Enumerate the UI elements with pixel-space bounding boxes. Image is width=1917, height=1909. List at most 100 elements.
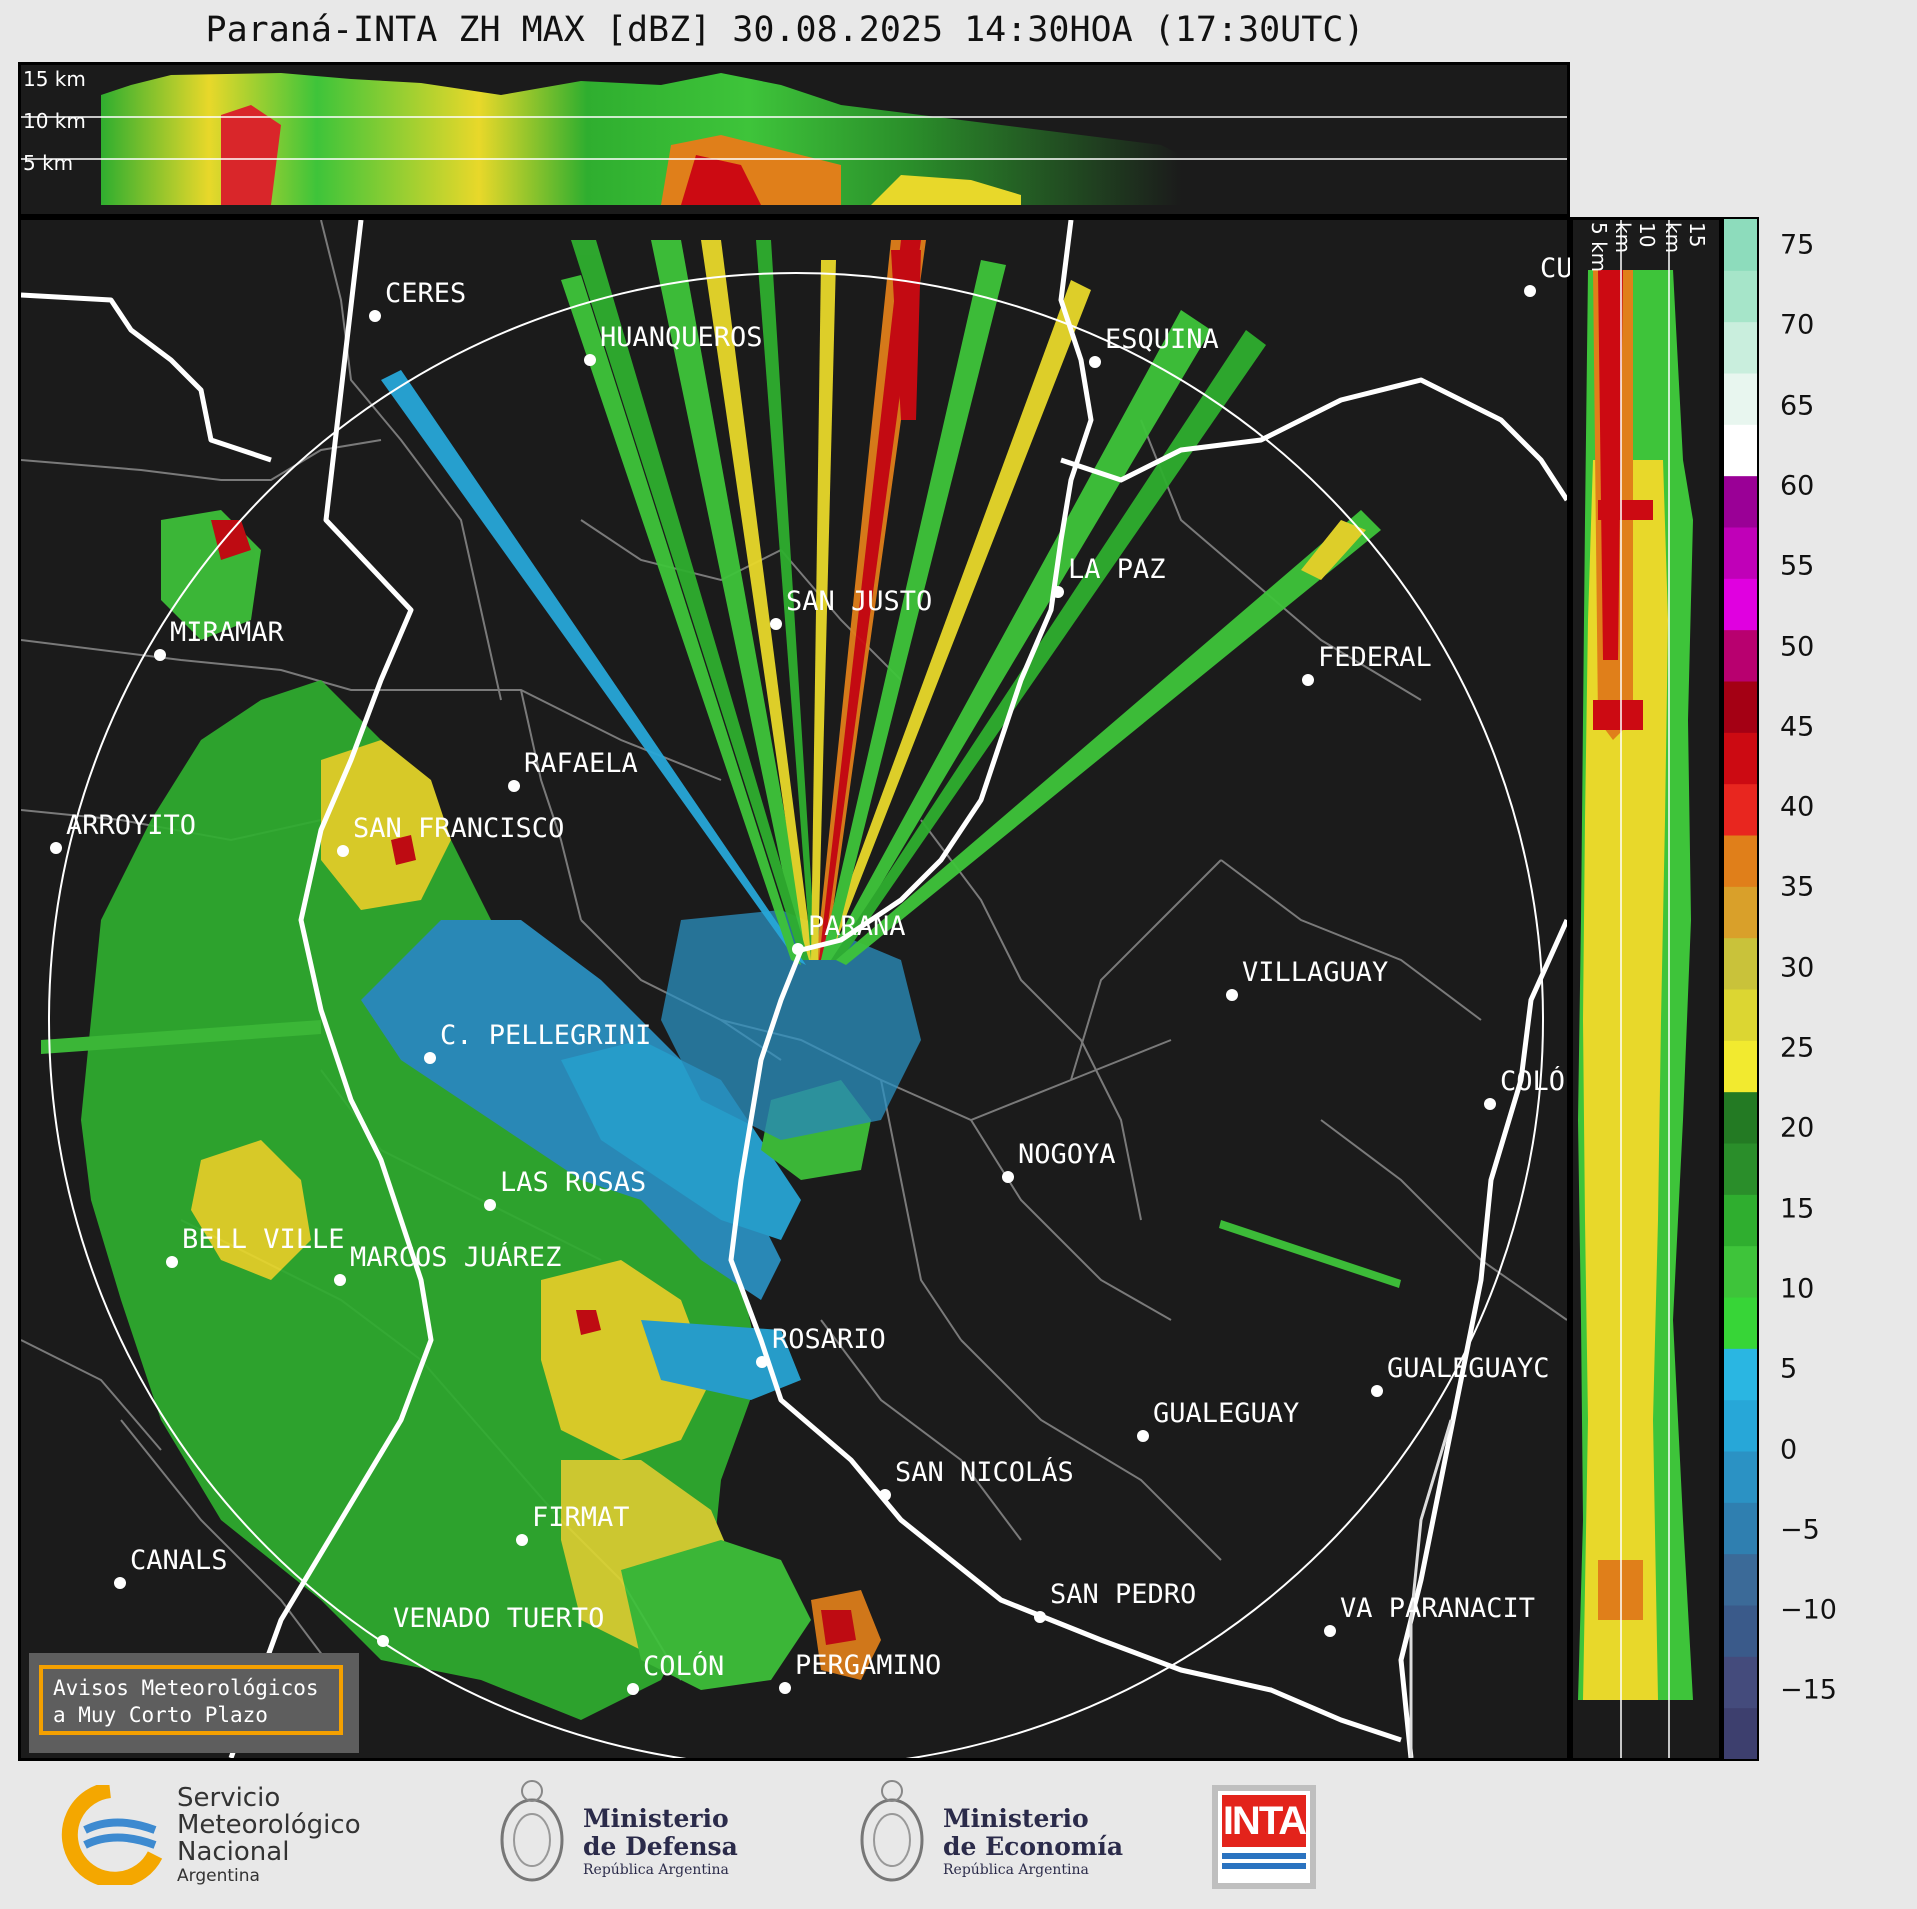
defensa-seal-icon — [500, 1780, 564, 1882]
side-height-label-15km: 15 km — [1661, 222, 1709, 254]
city-label: SAN PEDRO — [1050, 1579, 1197, 1610]
city-marker — [779, 1682, 791, 1694]
city-marker — [1484, 1098, 1496, 1110]
colorbar-segment — [1724, 1143, 1757, 1195]
height-label-10km: 10 km — [23, 109, 86, 133]
defensa-line1: Ministerio — [583, 1804, 729, 1833]
city-label: PARANA — [808, 911, 906, 942]
city-label: HUANQUEROS — [600, 322, 763, 353]
colorbar-segment — [1724, 937, 1757, 990]
economia-logo: Ministerio de Economía República Argenti… — [855, 1775, 1135, 1895]
city-label: SAN FRANCISCO — [353, 813, 565, 844]
city-label: VA PARANACIT — [1340, 1593, 1536, 1624]
smn-line4: Argentina — [177, 1866, 260, 1886]
radar-map-graphic — [21, 220, 1567, 1758]
colorbar — [1722, 217, 1759, 1761]
economia-line1: Ministerio — [943, 1804, 1089, 1833]
colorbar-segment — [1724, 1091, 1757, 1144]
city-marker — [1034, 1611, 1046, 1623]
city-label: C. PELLEGRINI — [440, 1020, 652, 1051]
city-label: COLÓ — [1500, 1066, 1566, 1097]
city-marker — [1324, 1625, 1336, 1637]
city-marker — [1371, 1385, 1383, 1397]
colorbar-tick-label: 40 — [1780, 791, 1815, 823]
smn-logo-icon — [61, 1785, 163, 1885]
smn-logo: Servicio Meteorológico Nacional Argentin… — [55, 1783, 395, 1886]
city-marker — [50, 842, 62, 854]
colorbar-tick-label: 25 — [1780, 1032, 1815, 1064]
colorbar-tick-label: −5 — [1780, 1514, 1820, 1546]
city-label: GUALEGUAY — [1153, 1398, 1300, 1429]
colorbar-segment — [1724, 629, 1757, 682]
city-label: MARCOS JUÁREZ — [350, 1242, 562, 1273]
defensa-line2: de Defensa — [583, 1832, 738, 1861]
colorbar-tick-label: 5 — [1780, 1353, 1798, 1385]
colorbar-tick-label: 45 — [1780, 711, 1815, 743]
city-label: FEDERAL — [1318, 642, 1432, 673]
colorbar-graphic — [1724, 219, 1757, 1759]
city-label: CERES — [385, 278, 467, 309]
top-height-profile: 15 km 10 km 5 km — [18, 62, 1570, 217]
colorbar-segment — [1724, 1040, 1757, 1093]
colorbar-segment — [1724, 1348, 1757, 1401]
colorbar-tick-label: 70 — [1780, 309, 1815, 341]
smn-line1: Servicio — [177, 1783, 281, 1813]
colorbar-tick-label: 35 — [1780, 871, 1815, 903]
city-marker — [114, 1577, 126, 1589]
city-label: ARROYITO — [66, 810, 197, 841]
city-label: SAN JUSTO — [786, 586, 933, 617]
city-marker — [1137, 1430, 1149, 1442]
city-marker — [1002, 1171, 1014, 1183]
economia-line3: República Argentina — [943, 1862, 1089, 1878]
colorbar-segment — [1724, 732, 1757, 785]
colorbar-segment — [1724, 1553, 1757, 1606]
radar-map: Avisos Meteorológicos a Muy Corto Plazo — [18, 217, 1570, 1761]
colorbar-segment — [1724, 475, 1757, 528]
top-profile-graphic — [21, 73, 1567, 205]
city-marker — [1052, 586, 1064, 598]
city-label: GUALEGUAYC — [1387, 1353, 1550, 1384]
aviso-line1: Avisos Meteorológicos — [53, 1676, 319, 1700]
city-marker — [508, 780, 520, 792]
city-label: SAN NICOLÁS — [895, 1457, 1074, 1488]
city-marker — [879, 1489, 891, 1501]
city-marker — [377, 1635, 389, 1647]
side-height-label-5km: 5 km — [1587, 222, 1611, 273]
city-marker — [1524, 285, 1536, 297]
colorbar-segment — [1724, 270, 1757, 323]
side-profile-graphic — [1578, 220, 1693, 1758]
city-label: ROSARIO — [772, 1324, 886, 1355]
city-label: VILLAGUAY — [1242, 957, 1389, 988]
colorbar-tick-label: 15 — [1780, 1193, 1815, 1225]
city-marker — [792, 943, 804, 955]
city-label: ESQUINA — [1105, 324, 1219, 355]
colorbar-segment — [1724, 1245, 1757, 1298]
city-marker — [627, 1683, 639, 1695]
defensa-line3: República Argentina — [583, 1862, 729, 1878]
colorbar-tick-label: 50 — [1780, 631, 1815, 662]
colorbar-segment — [1724, 1451, 1757, 1503]
inta-logo: INTA — [1212, 1785, 1316, 1889]
colorbar-segment — [1724, 219, 1757, 271]
city-marker — [584, 354, 596, 366]
city-marker — [756, 1356, 768, 1368]
city-label: RAFAELA — [524, 748, 638, 779]
colorbar-segment — [1724, 1194, 1757, 1247]
colorbar-segment — [1724, 886, 1757, 939]
colorbar-segment — [1724, 1656, 1757, 1709]
colorbar-tick-label: 55 — [1780, 550, 1815, 582]
city-marker — [1302, 674, 1314, 686]
aviso-box[interactable]: Avisos Meteorológicos a Muy Corto Plazo — [29, 1653, 359, 1753]
city-marker — [516, 1534, 528, 1546]
city-marker — [1226, 989, 1238, 1001]
city-marker — [337, 845, 349, 857]
colorbar-tick-label: 20 — [1780, 1112, 1815, 1144]
city-label: LAS ROSAS — [500, 1167, 647, 1198]
city-marker — [770, 618, 782, 630]
city-label: NOGOYA — [1018, 1139, 1116, 1170]
city-label: VENADO TUERTO — [393, 1603, 605, 1634]
colorbar-segment — [1724, 424, 1757, 477]
city-marker — [484, 1199, 496, 1211]
city-label: MIRAMAR — [170, 617, 284, 648]
city-label: PERGAMINO — [795, 1650, 942, 1681]
